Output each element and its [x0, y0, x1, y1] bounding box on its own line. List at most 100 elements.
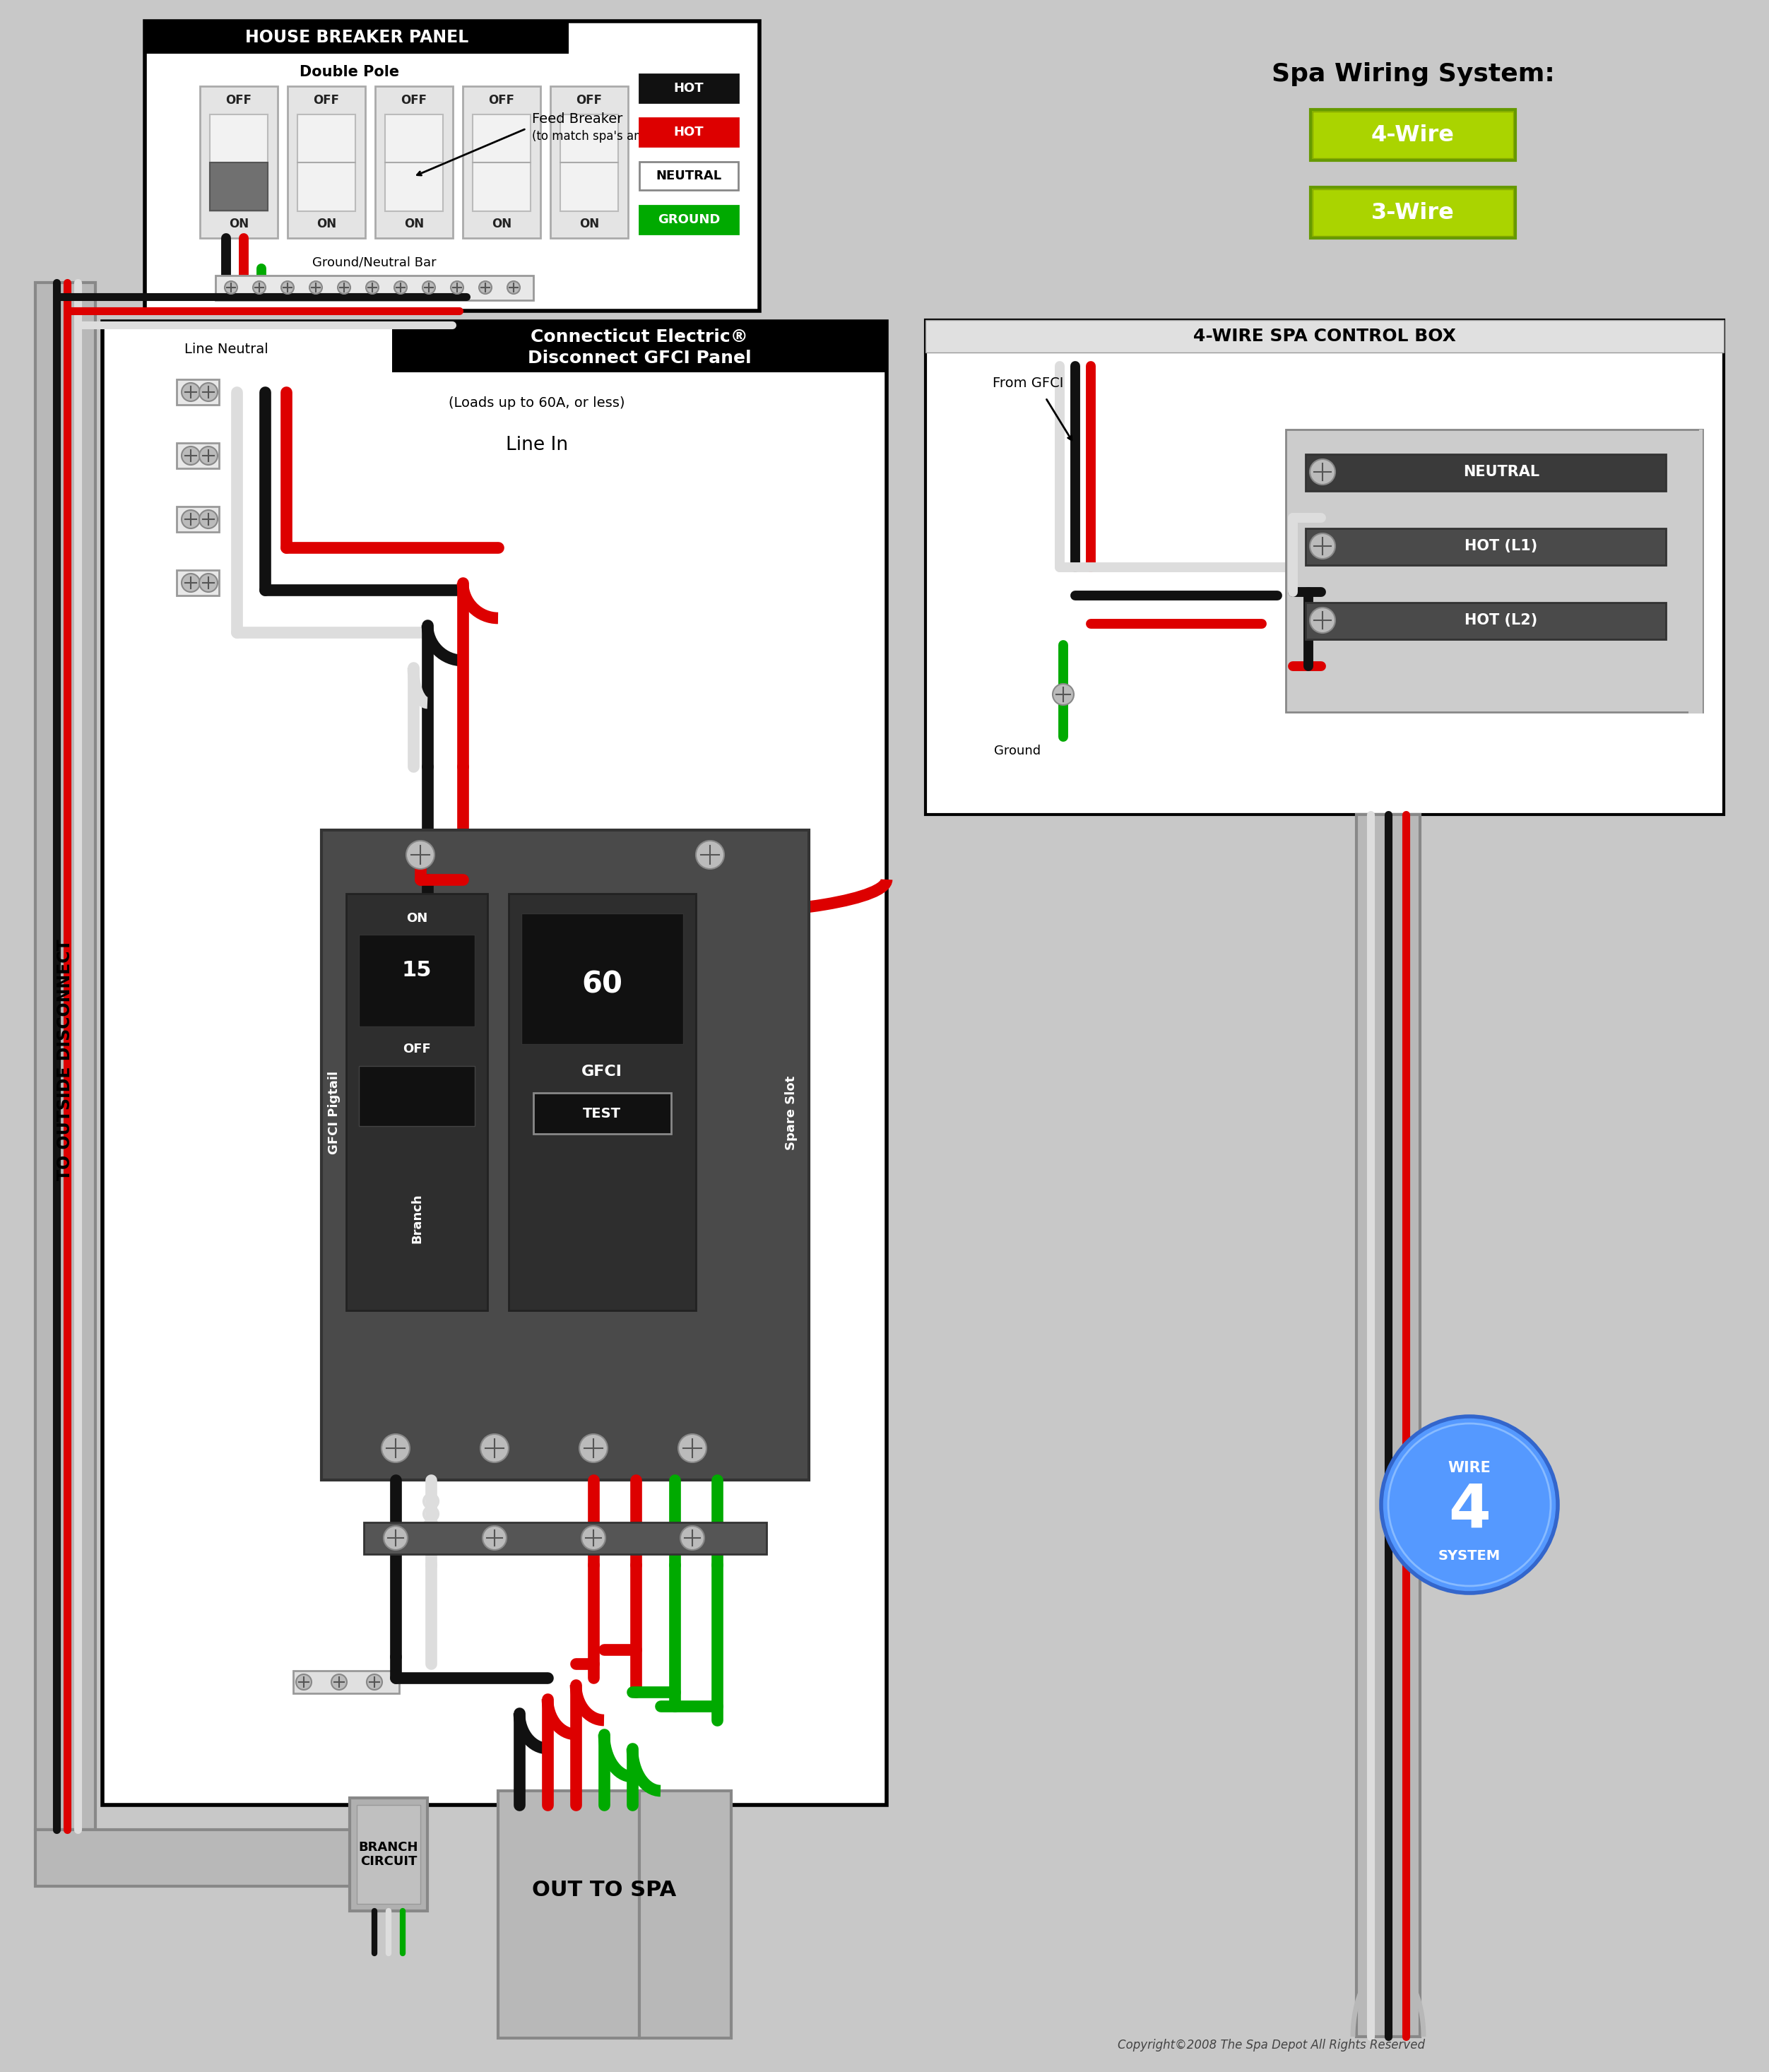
Bar	[177, 506, 219, 533]
Circle shape	[1382, 1417, 1558, 1593]
Circle shape	[200, 445, 218, 464]
Circle shape	[1309, 533, 1336, 559]
Text: Line In: Line In	[506, 435, 568, 454]
Text: 4-WIRE SPA CONTROL BOX: 4-WIRE SPA CONTROL BOX	[1194, 327, 1456, 344]
Text: Double Pole: Double Pole	[301, 64, 400, 79]
Bar	[1698, 499, 1702, 537]
Bar	[499, 1790, 639, 2039]
Circle shape	[423, 282, 435, 294]
Bar	[294, 1670, 400, 1693]
Circle shape	[483, 1525, 506, 1550]
Bar	[463, 87, 541, 238]
Text: Ground/Neutral Bar: Ground/Neutral Bar	[313, 257, 437, 269]
Circle shape	[384, 1525, 407, 1550]
Bar	[1286, 429, 1702, 713]
Text: BRANCH
CIRCUIT: BRANCH CIRCUIT	[359, 1840, 419, 1869]
Bar	[177, 379, 219, 404]
Text: ON: ON	[228, 218, 249, 230]
Text: OFF: OFF	[403, 1042, 432, 1055]
Circle shape	[678, 1434, 706, 1463]
Bar	[1698, 642, 1702, 678]
Bar	[639, 75, 738, 102]
Bar	[1688, 678, 1702, 713]
Text: Branch: Branch	[410, 1193, 423, 1243]
Bar	[534, 1092, 670, 1133]
Bar	[639, 1790, 731, 2039]
Bar	[145, 21, 568, 54]
Text: (to match spa's amp load): (to match spa's amp load)	[532, 131, 686, 143]
Circle shape	[331, 1674, 347, 1691]
Circle shape	[200, 510, 218, 528]
Circle shape	[508, 282, 520, 294]
Text: Ground: Ground	[994, 744, 1040, 756]
Text: 4-Wire: 4-Wire	[1371, 124, 1454, 145]
Bar	[1688, 535, 1702, 572]
Text: HOT (L2): HOT (L2)	[1465, 613, 1537, 628]
Text: 3-Wire: 3-Wire	[1371, 201, 1454, 224]
Text: NEUTRAL: NEUTRAL	[656, 170, 722, 182]
Bar	[1698, 429, 1702, 466]
Bar	[350, 1798, 428, 1910]
Bar	[216, 276, 534, 300]
Bar	[1306, 603, 1666, 640]
Text: OFF: OFF	[488, 93, 515, 106]
Text: WIRE: WIRE	[1449, 1461, 1491, 1475]
Bar	[925, 319, 1723, 814]
Text: From GFCI: From GFCI	[992, 377, 1063, 390]
Circle shape	[338, 282, 350, 294]
Bar	[1311, 110, 1516, 160]
Text: OFF: OFF	[313, 93, 340, 106]
Bar	[386, 114, 442, 211]
Circle shape	[310, 282, 322, 294]
Bar	[1688, 607, 1702, 642]
Text: GFCI Pigtail: GFCI Pigtail	[327, 1071, 340, 1154]
Text: GFCI: GFCI	[582, 1065, 623, 1080]
Bar	[211, 114, 267, 211]
Circle shape	[382, 1434, 410, 1463]
Text: Line Neutral: Line Neutral	[184, 344, 269, 356]
Bar	[288, 87, 364, 238]
Bar	[35, 282, 96, 1830]
Bar	[364, 1523, 766, 1554]
Circle shape	[451, 282, 463, 294]
Bar	[550, 87, 628, 238]
Text: Feed Breaker: Feed Breaker	[532, 112, 623, 126]
Circle shape	[479, 282, 492, 294]
Bar	[145, 21, 759, 311]
Bar	[1306, 528, 1666, 566]
Bar	[375, 87, 453, 238]
Bar	[200, 87, 278, 238]
Circle shape	[366, 1674, 382, 1691]
Bar	[1313, 112, 1512, 157]
Text: ON: ON	[407, 912, 428, 924]
Text: GROUND: GROUND	[658, 213, 720, 226]
Bar	[211, 162, 267, 211]
Bar	[1357, 814, 1421, 2037]
Circle shape	[695, 841, 724, 868]
Circle shape	[407, 841, 435, 868]
Bar	[639, 162, 738, 191]
Bar	[393, 321, 886, 373]
Text: HOUSE BREAKER PANEL: HOUSE BREAKER PANEL	[246, 29, 469, 46]
Text: Disconnect GFCI Panel: Disconnect GFCI Panel	[527, 350, 752, 367]
Circle shape	[225, 282, 237, 294]
Text: Connecticut Electric®: Connecticut Electric®	[531, 329, 748, 346]
Circle shape	[582, 1525, 605, 1550]
Text: ON: ON	[317, 218, 336, 230]
Text: SYSTEM: SYSTEM	[1438, 1550, 1500, 1562]
Text: 60: 60	[582, 970, 623, 999]
Circle shape	[253, 282, 265, 294]
Bar	[1313, 189, 1512, 236]
Text: ON: ON	[492, 218, 511, 230]
Circle shape	[281, 282, 294, 294]
Circle shape	[200, 383, 218, 402]
Bar	[297, 114, 356, 211]
Text: 4: 4	[1449, 1481, 1491, 1539]
Bar	[35, 1830, 410, 1886]
Circle shape	[394, 282, 407, 294]
Text: HOT (L1): HOT (L1)	[1465, 539, 1537, 553]
Text: HOT: HOT	[674, 83, 704, 95]
Circle shape	[295, 1674, 311, 1691]
Text: HOT: HOT	[674, 126, 704, 139]
Circle shape	[1053, 684, 1074, 704]
